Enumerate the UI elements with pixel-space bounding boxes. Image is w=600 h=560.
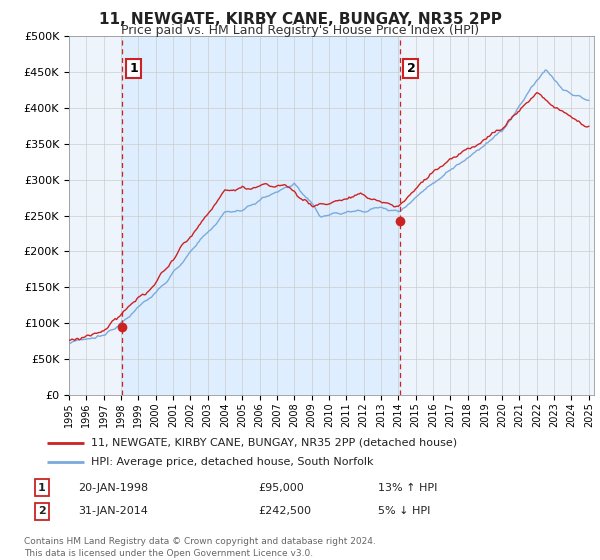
Text: 1: 1 [129, 62, 138, 75]
Text: 20-JAN-1998: 20-JAN-1998 [78, 483, 148, 493]
Text: Contains HM Land Registry data © Crown copyright and database right 2024.
This d: Contains HM Land Registry data © Crown c… [24, 537, 376, 558]
Text: HPI: Average price, detached house, South Norfolk: HPI: Average price, detached house, Sout… [91, 457, 374, 467]
Bar [122, 36, 400, 395]
Text: Price paid vs. HM Land Registry's House Price Index (HPI): Price paid vs. HM Land Registry's House … [121, 24, 479, 36]
Text: 1: 1 [38, 483, 46, 493]
Text: 11, NEWGATE, KIRBY CANE, BUNGAY, NR35 2PP: 11, NEWGATE, KIRBY CANE, BUNGAY, NR35 2P… [98, 12, 502, 27]
Text: 11, NEWGATE, KIRBY CANE, BUNGAY, NR35 2PP (detached house): 11, NEWGATE, KIRBY CANE, BUNGAY, NR35 2P… [91, 437, 458, 447]
Text: £242,500: £242,500 [258, 506, 311, 516]
Text: £95,000: £95,000 [258, 483, 304, 493]
Text: 31-JAN-2014: 31-JAN-2014 [78, 506, 148, 516]
Text: 5% ↓ HPI: 5% ↓ HPI [378, 506, 430, 516]
Text: 2: 2 [38, 506, 46, 516]
Text: 13% ↑ HPI: 13% ↑ HPI [378, 483, 437, 493]
Text: 2: 2 [407, 62, 415, 75]
